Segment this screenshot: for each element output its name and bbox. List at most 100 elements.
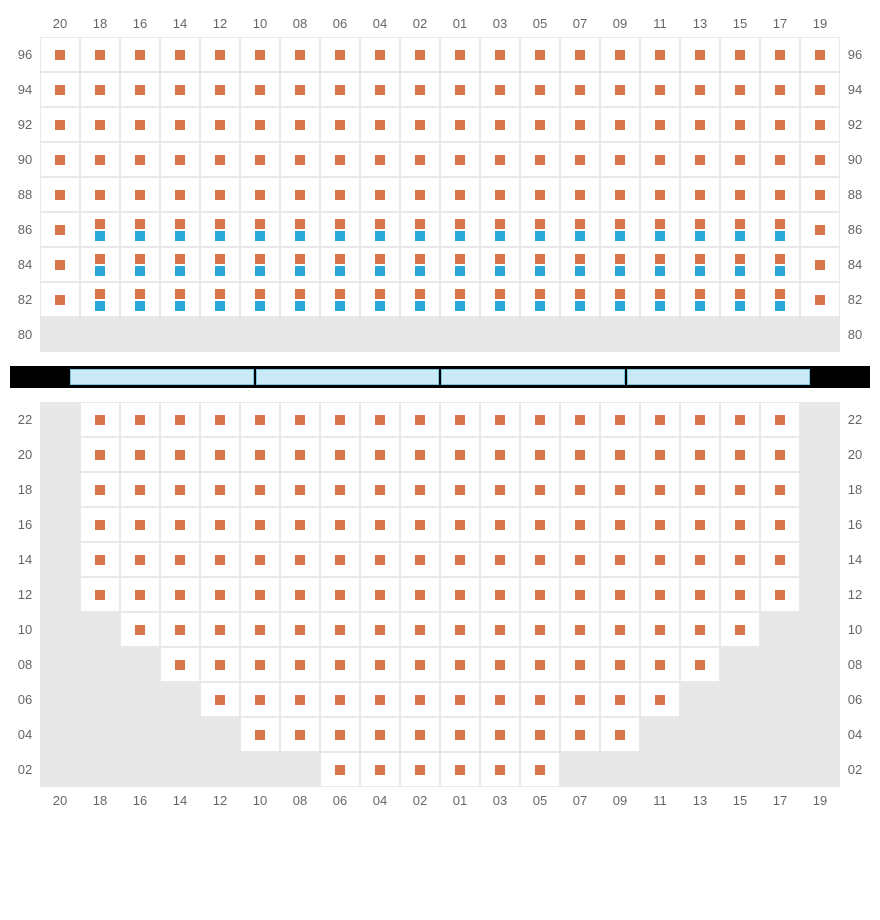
seat-cell[interactable] [600,37,640,72]
seat-cell[interactable] [520,682,560,717]
seat-cell[interactable] [520,752,560,787]
seat-cell[interactable] [560,717,600,752]
seat-cell[interactable] [400,472,440,507]
seat-cell[interactable] [280,177,320,212]
seat-cell[interactable] [640,72,680,107]
seat-cell[interactable] [40,37,80,72]
seat-cell[interactable] [200,247,240,282]
seat-cell[interactable] [240,507,280,542]
seat-cell[interactable] [680,107,720,142]
seat-cell[interactable] [360,317,400,352]
seat-cell[interactable] [800,107,840,142]
seat-cell[interactable] [760,682,800,717]
seat-cell[interactable] [80,402,120,437]
seat-cell[interactable] [40,142,80,177]
seat-cell[interactable] [240,72,280,107]
seat-cell[interactable] [680,177,720,212]
seat-cell[interactable] [80,72,120,107]
seat-cell[interactable] [760,472,800,507]
seat-cell[interactable] [240,107,280,142]
seat-cell[interactable] [40,402,80,437]
seat-cell[interactable] [320,247,360,282]
seat-cell[interactable] [520,542,560,577]
seat-cell[interactable] [440,142,480,177]
seat-cell[interactable] [640,177,680,212]
seat-cell[interactable] [680,717,720,752]
seat-cell[interactable] [800,317,840,352]
seat-cell[interactable] [680,37,720,72]
seat-cell[interactable] [440,507,480,542]
seat-cell[interactable] [800,402,840,437]
seat-cell[interactable] [200,437,240,472]
seat-cell[interactable] [80,752,120,787]
seat-cell[interactable] [640,647,680,682]
seat-cell[interactable] [240,612,280,647]
seat-cell[interactable] [760,402,800,437]
seat-cell[interactable] [280,507,320,542]
seat-cell[interactable] [40,317,80,352]
seat-cell[interactable] [800,507,840,542]
seat-cell[interactable] [240,752,280,787]
seat-cell[interactable] [160,647,200,682]
seat-cell[interactable] [80,542,120,577]
seat-cell[interactable] [360,282,400,317]
seat-cell[interactable] [680,212,720,247]
seat-cell[interactable] [520,437,560,472]
seat-cell[interactable] [280,682,320,717]
seat-cell[interactable] [800,647,840,682]
seat-cell[interactable] [560,107,600,142]
seat-cell[interactable] [640,402,680,437]
seat-cell[interactable] [40,212,80,247]
seat-cell[interactable] [760,72,800,107]
seat-cell[interactable] [760,212,800,247]
seat-cell[interactable] [80,507,120,542]
seat-cell[interactable] [160,72,200,107]
seat-cell[interactable] [720,72,760,107]
seat-cell[interactable] [800,282,840,317]
seat-cell[interactable] [360,542,400,577]
seat-cell[interactable] [680,472,720,507]
seat-cell[interactable] [40,437,80,472]
seat-cell[interactable] [480,682,520,717]
seat-cell[interactable] [560,177,600,212]
seat-cell[interactable] [680,247,720,282]
seat-cell[interactable] [600,647,640,682]
seat-cell[interactable] [360,577,400,612]
seat-cell[interactable] [640,752,680,787]
seat-cell[interactable] [400,682,440,717]
seat-cell[interactable] [600,177,640,212]
seat-cell[interactable] [200,507,240,542]
seat-cell[interactable] [440,72,480,107]
seat-cell[interactable] [600,682,640,717]
seat-cell[interactable] [800,542,840,577]
seat-cell[interactable] [40,682,80,717]
seat-cell[interactable] [520,212,560,247]
seat-cell[interactable] [160,542,200,577]
seat-cell[interactable] [280,647,320,682]
seat-cell[interactable] [680,752,720,787]
seat-cell[interactable] [320,682,360,717]
seat-cell[interactable] [520,142,560,177]
seat-cell[interactable] [640,282,680,317]
seat-cell[interactable] [400,37,440,72]
seat-cell[interactable] [200,177,240,212]
seat-cell[interactable] [480,282,520,317]
seat-cell[interactable] [160,437,200,472]
seat-cell[interactable] [800,472,840,507]
seat-cell[interactable] [280,752,320,787]
seat-cell[interactable] [400,142,440,177]
seat-cell[interactable] [720,37,760,72]
seat-cell[interactable] [80,472,120,507]
seat-cell[interactable] [600,402,640,437]
seat-cell[interactable] [160,752,200,787]
seat-cell[interactable] [280,37,320,72]
seat-cell[interactable] [640,107,680,142]
seat-cell[interactable] [440,542,480,577]
seat-cell[interactable] [80,142,120,177]
seat-cell[interactable] [520,507,560,542]
seat-cell[interactable] [200,542,240,577]
seat-cell[interactable] [280,472,320,507]
seat-cell[interactable] [760,317,800,352]
seat-cell[interactable] [440,402,480,437]
seat-cell[interactable] [160,402,200,437]
